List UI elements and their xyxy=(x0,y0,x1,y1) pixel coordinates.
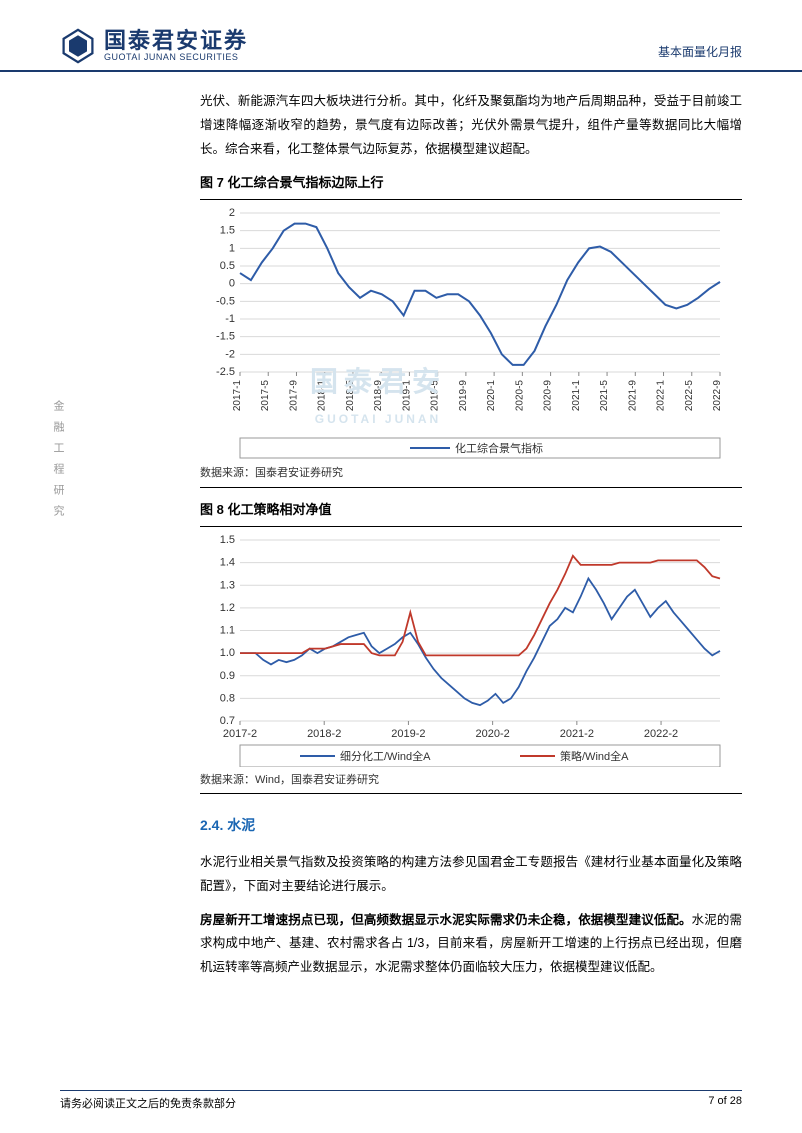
cement-bold-lead: 房屋新开工增速拐点已现，但高频数据显示水泥实际需求仍未企稳，依据模型建议低配。 xyxy=(200,913,692,927)
section-2-4-heading: 2.4. 水泥 xyxy=(200,812,742,839)
svg-text:0: 0 xyxy=(229,278,235,290)
svg-text:2: 2 xyxy=(229,207,235,219)
svg-text:1.1: 1.1 xyxy=(220,624,235,636)
svg-text:1: 1 xyxy=(229,242,235,254)
svg-text:2022-2: 2022-2 xyxy=(644,728,678,740)
svg-text:化工综合景气指标: 化工综合景气指标 xyxy=(455,441,543,455)
svg-text:2019-5: 2019-5 xyxy=(430,380,441,412)
svg-text:1.5: 1.5 xyxy=(220,534,235,546)
svg-text:2022-9: 2022-9 xyxy=(712,380,723,412)
svg-text:细分化工/Wind全A: 细分化工/Wind全A xyxy=(340,749,431,763)
svg-text:2022-5: 2022-5 xyxy=(684,380,695,412)
figure7-title: 图 7 化工综合景气指标边际上行 xyxy=(200,171,742,200)
svg-text:2018-5: 2018-5 xyxy=(345,380,356,412)
svg-text:2019-1: 2019-1 xyxy=(401,380,412,412)
svg-text:-2: -2 xyxy=(225,348,235,360)
company-logo-icon xyxy=(60,28,96,64)
svg-text:策略/Wind全A: 策略/Wind全A xyxy=(560,749,629,763)
svg-text:2017-1: 2017-1 xyxy=(232,380,243,412)
main-content: 光伏、新能源汽车四大板块进行分析。其中，化纤及聚氨酯均为地产后周期品种，受益于目… xyxy=(0,72,802,980)
svg-text:2020-1: 2020-1 xyxy=(486,380,497,412)
footer-page-number: 7 of 28 xyxy=(708,1095,742,1111)
svg-text:0.8: 0.8 xyxy=(220,692,235,704)
svg-text:2020-5: 2020-5 xyxy=(514,380,525,412)
chart8-svg: 0.7 0.8 0.9 1.0 1.1 1.2 1.3 1.4 1.5 2017-2 2018-2 2… xyxy=(200,532,730,767)
paragraph-intro: 光伏、新能源汽车四大板块进行分析。其中，化纤及聚氨酯均为地产后周期品种，受益于目… xyxy=(200,90,742,161)
svg-text:1.0: 1.0 xyxy=(220,647,235,659)
logo-block: 国泰君安证券 GUOTAI JUNAN SECURITIES xyxy=(60,28,248,64)
svg-text:0.7: 0.7 xyxy=(220,715,235,727)
svg-text:0.9: 0.9 xyxy=(220,669,235,681)
svg-text:-0.5: -0.5 xyxy=(216,295,235,307)
figure7-chart: 国泰君安 GUOTAI JUNAN -2.5-2-1.5-1-0.500.511… xyxy=(200,205,742,460)
svg-text:2018-2: 2018-2 xyxy=(307,728,341,740)
doc-type-label: 基本面量化月报 xyxy=(658,43,742,64)
sidebar-text: 金融工程研究 xyxy=(50,400,66,526)
svg-text:0.5: 0.5 xyxy=(220,260,235,272)
chart7-svg: -2.5 -2 -1.5 -1 -0.5 0 0.5 1 1.5 2 2017-1 2017-5 201… xyxy=(200,205,730,460)
svg-text:-1: -1 xyxy=(225,313,235,325)
svg-text:2022-1: 2022-1 xyxy=(656,380,667,412)
page-header: 国泰君安证券 GUOTAI JUNAN SECURITIES 基本面量化月报 xyxy=(0,0,802,72)
figure8-chart: 0.7 0.8 0.9 1.0 1.1 1.2 1.3 1.4 1.5 2017-2 2018-2 2… xyxy=(200,532,742,767)
svg-text:-1.5: -1.5 xyxy=(216,331,235,343)
figure8-title: 图 8 化工策略相对净值 xyxy=(200,498,742,527)
paragraph-cement-intro: 水泥行业相关景气指数及投资策略的构建方法参见国君金工专题报告《建材行业基本面量化… xyxy=(200,851,742,899)
figure7-source: 数据来源：国泰君安证券研究 xyxy=(200,460,742,488)
company-name-cn: 国泰君安证券 xyxy=(104,30,248,52)
svg-text:2021-9: 2021-9 xyxy=(627,380,638,412)
svg-text:2021-2: 2021-2 xyxy=(560,728,594,740)
svg-text:2021-1: 2021-1 xyxy=(571,380,582,412)
svg-text:2017-9: 2017-9 xyxy=(288,380,299,412)
svg-text:2018-9: 2018-9 xyxy=(373,380,384,412)
footer-disclaimer: 请务必阅读正文之后的免责条款部分 xyxy=(60,1095,236,1111)
paragraph-cement-analysis: 房屋新开工增速拐点已现，但高频数据显示水泥实际需求仍未企稳，依据模型建议低配。水… xyxy=(200,909,742,980)
svg-text:1.4: 1.4 xyxy=(220,556,235,568)
svg-text:2019-2: 2019-2 xyxy=(391,728,425,740)
page-footer: 请务必阅读正文之后的免责条款部分 7 of 28 xyxy=(60,1090,742,1111)
svg-text:2021-5: 2021-5 xyxy=(599,380,610,412)
svg-text:2020-9: 2020-9 xyxy=(543,380,554,412)
svg-text:2017-2: 2017-2 xyxy=(223,728,257,740)
svg-text:2018-1: 2018-1 xyxy=(317,380,328,412)
svg-text:2017-5: 2017-5 xyxy=(260,380,271,412)
svg-text:-2.5: -2.5 xyxy=(216,366,235,378)
svg-text:2019-9: 2019-9 xyxy=(458,380,469,412)
figure8-source: 数据来源：Wind，国泰君安证券研究 xyxy=(200,767,742,795)
svg-text:1.2: 1.2 xyxy=(220,601,235,613)
svg-text:2020-2: 2020-2 xyxy=(475,728,509,740)
company-name-en: GUOTAI JUNAN SECURITIES xyxy=(104,52,248,63)
svg-text:1.5: 1.5 xyxy=(220,225,235,237)
svg-text:1.3: 1.3 xyxy=(220,579,235,591)
